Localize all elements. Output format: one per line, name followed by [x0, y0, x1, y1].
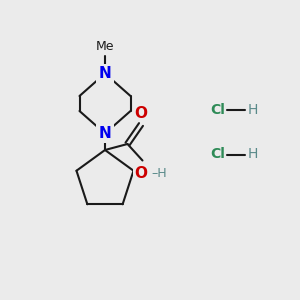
- Text: N: N: [99, 66, 111, 81]
- Text: Me: Me: [96, 40, 114, 52]
- Text: H: H: [248, 148, 258, 161]
- Text: O: O: [134, 166, 148, 181]
- Text: Cl: Cl: [210, 103, 225, 116]
- Text: O: O: [134, 106, 148, 121]
- Text: Cl: Cl: [210, 148, 225, 161]
- Text: H: H: [248, 103, 258, 116]
- Text: N: N: [99, 126, 111, 141]
- Text: –H: –H: [152, 167, 167, 180]
